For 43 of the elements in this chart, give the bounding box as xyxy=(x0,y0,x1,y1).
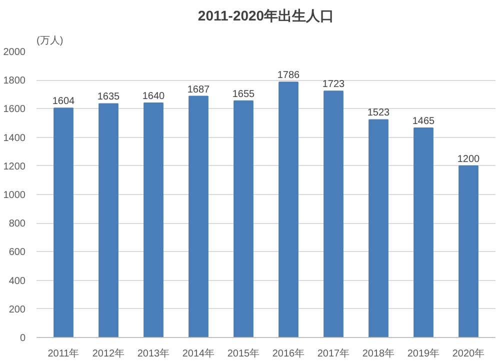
data-label: 1465 xyxy=(412,116,436,128)
bar xyxy=(278,82,298,338)
y-tick-label: 2000 xyxy=(3,47,26,58)
bar xyxy=(458,165,478,338)
x-tick-label: 2013年 xyxy=(137,348,170,360)
data-label: 1200 xyxy=(457,154,480,165)
bar xyxy=(234,100,254,338)
data-label: 1786 xyxy=(277,70,300,82)
data-label: 1604 xyxy=(52,96,76,108)
x-tick-label: 2019年 xyxy=(407,348,440,360)
y-tick-label: 400 xyxy=(8,276,26,287)
y-tick-label: 1000 xyxy=(3,190,26,201)
bar xyxy=(188,96,208,338)
data-label: 1723 xyxy=(322,79,346,90)
chart-title: 2011-2020年出生人口 xyxy=(198,8,334,24)
bar xyxy=(368,119,388,338)
y-tick-label: 0 xyxy=(20,333,26,344)
x-tick-label: 2015年 xyxy=(227,348,260,360)
y-tick-label: 1400 xyxy=(3,132,26,144)
bar xyxy=(324,90,344,338)
x-tick-label: 2017年 xyxy=(317,348,350,360)
data-label: 1523 xyxy=(367,108,390,119)
data-label: 1655 xyxy=(232,88,256,100)
data-label: 1687 xyxy=(187,84,210,96)
bar xyxy=(98,103,118,338)
y-tick-label: 800 xyxy=(8,218,26,230)
data-label: 1640 xyxy=(142,90,166,102)
bar xyxy=(54,108,74,338)
x-tick-label: 2011年 xyxy=(48,348,80,360)
x-tick-label: 2020年 xyxy=(452,348,485,360)
x-tick-label: 2014年 xyxy=(182,348,215,360)
data-label: 1635 xyxy=(97,92,120,103)
bar xyxy=(414,128,434,338)
bar xyxy=(144,102,164,338)
x-tick-label: 2012年 xyxy=(92,348,125,360)
x-tick-label: 2018年 xyxy=(362,348,395,360)
y-tick-label: 600 xyxy=(8,247,26,258)
y-tick-label: 1600 xyxy=(3,104,26,116)
y-tick-label: 1800 xyxy=(3,76,26,87)
x-tick-label: 2016年 xyxy=(272,348,305,360)
y-tick-label: 200 xyxy=(8,304,26,316)
y-axis-title: (万人) xyxy=(36,36,64,46)
y-tick-label: 1200 xyxy=(3,161,26,172)
